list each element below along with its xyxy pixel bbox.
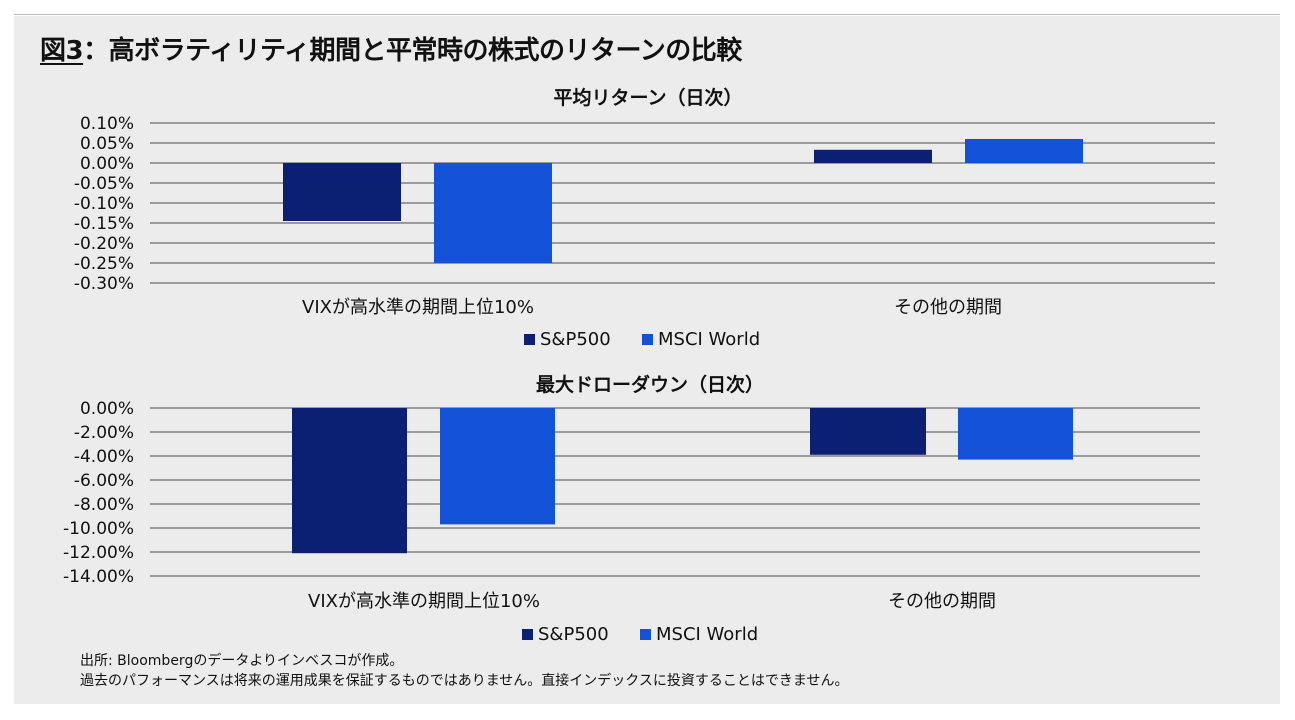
chart-1-y-tick-label: -0.30% — [74, 274, 134, 294]
figure-number: 図3 — [40, 36, 84, 66]
chart-2-category-label: VIXが高水準の期間上位10% — [308, 591, 540, 612]
chart-2-bar-sp500-1 — [292, 408, 407, 554]
chart-1-bar-msci-world-1 — [434, 163, 552, 263]
chart-2-bar-sp500-2 — [810, 408, 926, 455]
chart-2-title: 最大ドローダウン（日次） — [536, 373, 764, 396]
disclaimer-note: 過去のパフォーマンスは将来の運用成果を保証するものではありません。直接インデック… — [80, 673, 849, 689]
chart-1-y-tick-label: -0.25% — [74, 254, 134, 274]
chart-1-y-tick-label: -0.15% — [74, 214, 134, 234]
figure-title-separator: ： — [83, 36, 109, 66]
chart-1-bar-sp500-2 — [814, 149, 932, 163]
figure-panel — [14, 16, 1280, 704]
chart-1-y-tick-label: -0.10% — [74, 194, 134, 214]
chart-2-y-tick-label: -6.00% — [74, 471, 134, 491]
chart-2-y-tick-label: -8.00% — [74, 495, 134, 515]
chart-2-y-tick-label: 0.00% — [80, 399, 134, 419]
chart-1-legend-swatch-sp500 — [524, 334, 535, 345]
chart-2-y-tick-label: -12.00% — [63, 543, 134, 563]
chart-1-category-label: VIXが高水準の期間上位10% — [302, 297, 534, 318]
chart-2-category-label: その他の期間 — [888, 591, 996, 612]
chart-2-legend-swatch-msci-world — [640, 629, 651, 640]
chart-1-legend-swatch-msci-world — [642, 334, 653, 345]
source-note: 出所: Bloombergのデータよりインベスコが作成。 — [80, 653, 404, 669]
chart-2-bar-msci-world-2 — [958, 408, 1073, 460]
chart-1-y-tick-label: 0.10% — [80, 114, 134, 134]
chart-1-y-tick-label: 0.05% — [80, 134, 134, 154]
chart-1-y-tick-label: -0.20% — [74, 234, 134, 254]
chart-1-legend-label-sp500: S&P500 — [540, 329, 611, 350]
chart-2-legend-swatch-sp500 — [522, 629, 533, 640]
chart-1-bar-sp500-1 — [283, 163, 401, 221]
chart-1-legend-label-msci-world: MSCI World — [658, 329, 760, 350]
chart-1-y-tick-label: -0.05% — [74, 174, 134, 194]
chart-1-category-label: その他の期間 — [894, 297, 1002, 318]
figure-title-text: 高ボラティリティ期間と平常時の株式のリターンの比較 — [108, 36, 743, 66]
chart-2-y-tick-label: -2.00% — [74, 423, 134, 443]
chart-2-legend-label-msci-world: MSCI World — [656, 624, 758, 645]
chart-2-bar-msci-world-1 — [440, 408, 555, 525]
chart-2-y-tick-label: -14.00% — [63, 567, 134, 587]
chart-2-legend-label-sp500: S&P500 — [538, 624, 609, 645]
chart-1-bar-msci-world-2 — [965, 139, 1083, 163]
chart-2-y-tick-label: -10.00% — [63, 519, 134, 539]
top-rule — [14, 14, 1280, 15]
chart-1-title: 平均リターン（日次） — [553, 86, 742, 109]
figure-title: 図3：高ボラティリティ期間と平常時の株式のリターンの比較 — [40, 30, 742, 67]
chart-1-y-tick-label: 0.00% — [80, 154, 134, 174]
chart-2-y-tick-label: -4.00% — [74, 447, 134, 467]
